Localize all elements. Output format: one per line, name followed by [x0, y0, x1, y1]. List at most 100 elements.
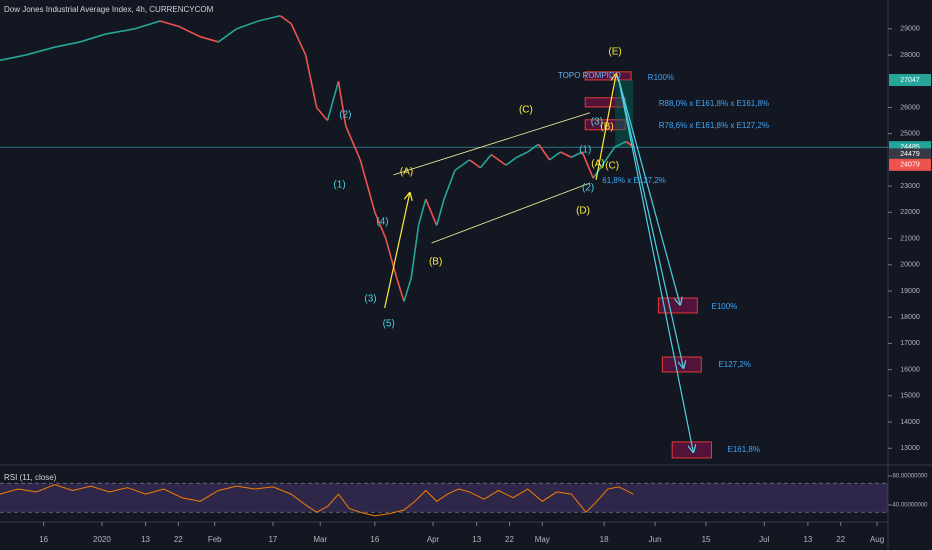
annotation: (2) — [582, 183, 594, 194]
annotation: (3) — [591, 117, 603, 128]
price-segment — [479, 154, 492, 169]
annotation: (1) — [333, 179, 345, 190]
channel-line — [393, 112, 591, 176]
x-tick-label: Jun — [649, 535, 662, 544]
price-segment — [549, 151, 561, 161]
price-tag-label: 24485 — [900, 144, 920, 151]
y-tick-label: 13000 — [900, 445, 920, 452]
y-tick-label: 29000 — [900, 26, 920, 33]
price-segment — [417, 198, 427, 226]
annotation: 61,8% x E127,2% — [602, 176, 666, 185]
price-tag — [889, 74, 931, 87]
price-segment — [258, 14, 281, 22]
x-tick-label: 13 — [141, 535, 150, 544]
x-tick-label: 16 — [39, 535, 48, 544]
price-segment — [454, 159, 470, 172]
x-tick-label: 13 — [472, 535, 481, 544]
y-tick-label: 14000 — [900, 419, 920, 426]
y-tick-label: 17000 — [900, 340, 920, 347]
price-tag-label: 27047 — [900, 77, 920, 84]
price-segment — [581, 151, 594, 179]
price-segment — [516, 151, 529, 158]
annotation: TOPO ROMPIDO — [558, 71, 621, 80]
annotation: (E) — [608, 47, 621, 58]
arrow — [617, 77, 693, 452]
x-tick-label: 22 — [505, 535, 514, 544]
y-tick-label: 21000 — [900, 235, 920, 242]
target-zone — [584, 71, 632, 81]
price-segment — [134, 20, 161, 30]
annotation: (C) — [605, 161, 619, 172]
price-segment — [105, 28, 135, 35]
x-tick-label: 22 — [174, 535, 183, 544]
chart-title: Dow Jones Industrial Average Index, 4h, … — [4, 5, 214, 14]
price-segment — [79, 33, 106, 43]
price-segment — [0, 54, 26, 62]
x-tick-label: 17 — [268, 535, 277, 544]
price-segment — [505, 156, 518, 166]
price-segment — [603, 146, 616, 163]
price-segment — [614, 140, 627, 148]
price-segment — [337, 81, 347, 126]
annotation: (B) — [429, 256, 442, 267]
x-tick-label: 2020 — [93, 535, 111, 544]
price-tag-label: 24479 — [900, 151, 920, 158]
price-segment — [443, 170, 456, 200]
price-segment — [217, 28, 238, 43]
y-tick-label: 19000 — [900, 288, 920, 295]
price-segment — [403, 277, 413, 302]
price-segment — [527, 143, 540, 153]
price-segment — [537, 143, 551, 161]
annotation: E100% — [711, 302, 737, 311]
x-tick-label: Jul — [759, 535, 769, 544]
price-segment — [236, 20, 259, 30]
price-segment — [159, 20, 179, 27]
x-tick-label: 13 — [803, 535, 812, 544]
price-tag — [889, 148, 931, 161]
rsi-tick-label: 80.00000000 — [892, 474, 928, 480]
annotation: (1) — [579, 145, 591, 156]
price-segment — [25, 46, 55, 56]
channel-line — [431, 182, 591, 244]
annotation: R100% — [648, 73, 674, 82]
arrow — [595, 74, 616, 180]
y-tick-label: 25000 — [900, 131, 920, 138]
price-segment — [177, 25, 201, 38]
y-tick-label: 26000 — [900, 104, 920, 111]
annotation: (A) — [591, 158, 604, 169]
annotation: (2) — [339, 109, 351, 120]
price-segment — [592, 162, 605, 179]
rsi-line — [0, 484, 634, 517]
annotation: (3) — [364, 294, 376, 305]
rsi-band — [0, 483, 888, 513]
annotation: E127,2% — [718, 360, 750, 369]
price-segment — [374, 212, 387, 239]
price-segment — [304, 54, 318, 108]
x-tick-label: Feb — [208, 535, 222, 544]
price-segment — [490, 154, 507, 166]
price-segment — [425, 198, 438, 226]
price-segment — [435, 198, 445, 226]
y-tick-label: 18000 — [900, 314, 920, 321]
annotation: (5) — [383, 319, 395, 330]
price-segment — [316, 106, 329, 122]
x-tick-label: 16 — [370, 535, 379, 544]
price-tag-label: 24079 — [900, 162, 920, 169]
price-segment — [560, 151, 572, 158]
y-tick-label: 15000 — [900, 393, 920, 400]
price-segment — [54, 41, 81, 48]
rsi-tick-label: 40.00000000 — [892, 503, 928, 509]
x-tick-label: 15 — [702, 535, 711, 544]
arrow — [617, 77, 680, 305]
x-tick-label: 22 — [836, 535, 845, 544]
annotation: (A) — [400, 167, 413, 178]
y-tick-label: 28000 — [900, 52, 920, 59]
price-segment — [279, 15, 292, 25]
price-segment — [199, 35, 219, 43]
price-segment — [345, 125, 362, 161]
annotation: R78,6% x E161,8% x E127,2% — [659, 121, 769, 130]
price-segment — [410, 225, 420, 278]
annotation: R88,0% x E161,8% x E161,8% — [659, 99, 769, 108]
price-tag — [889, 158, 931, 171]
